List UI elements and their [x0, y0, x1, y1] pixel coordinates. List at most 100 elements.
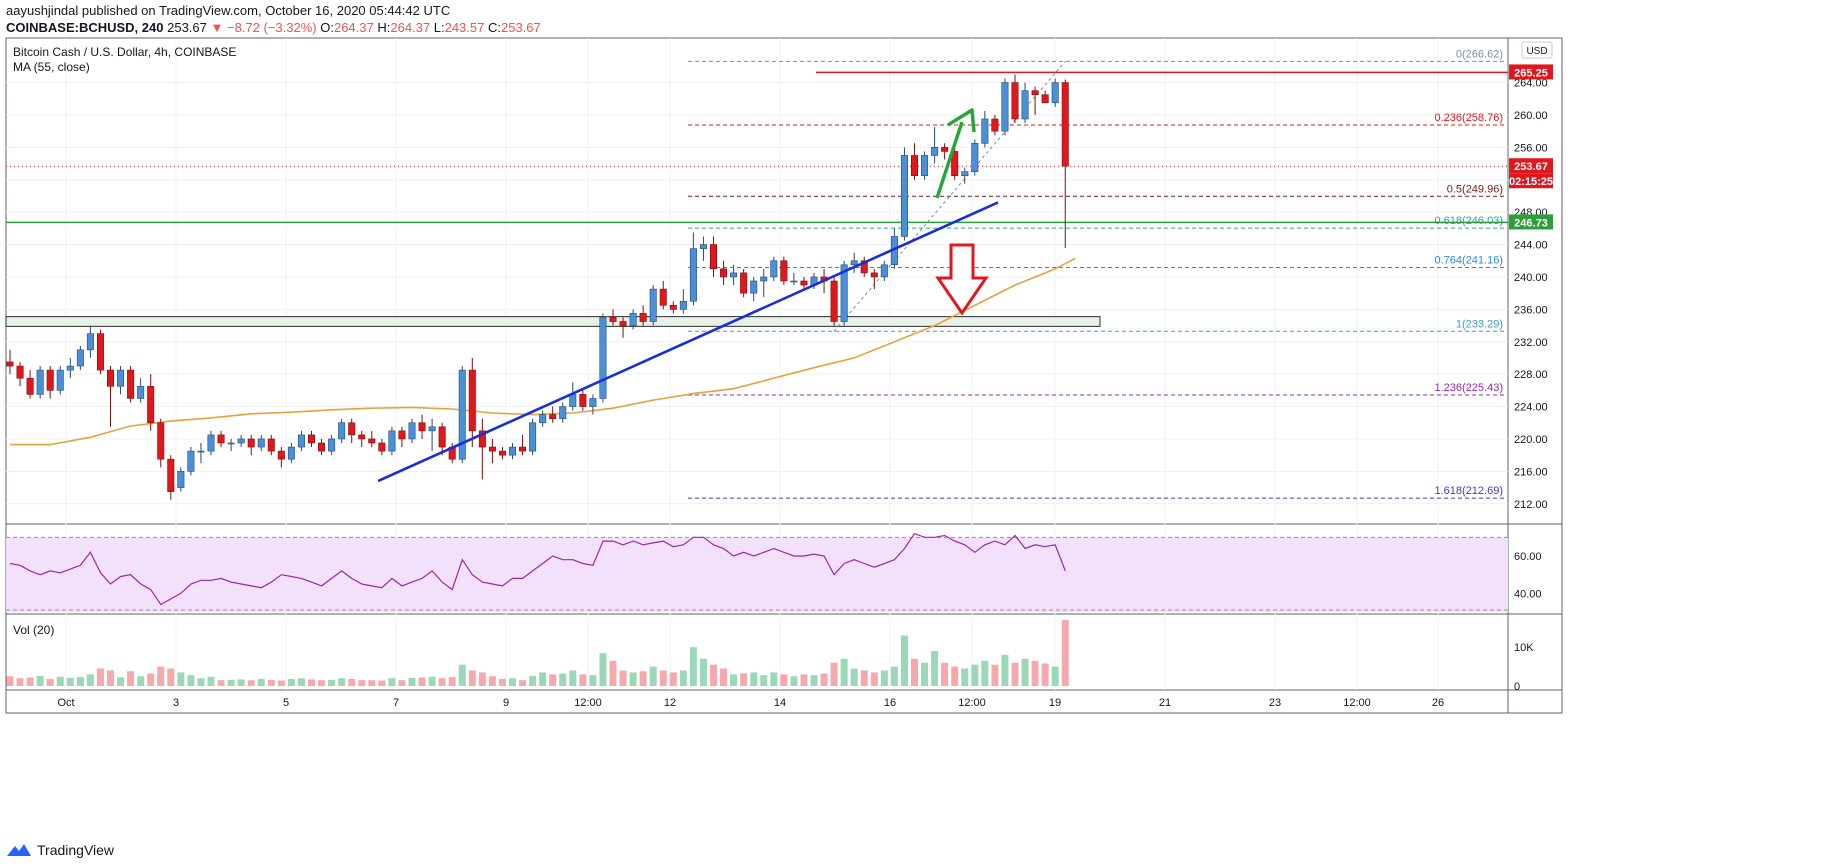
candle-body: [589, 398, 597, 407]
candle-body: [981, 118, 989, 144]
volume-bar: [398, 680, 406, 686]
candle-body: [217, 434, 225, 444]
volume-bar: [740, 673, 748, 686]
candle-body: [348, 422, 356, 436]
volume-bar: [730, 674, 738, 686]
x-tick-label: 9: [503, 697, 509, 709]
volume-bar: [1021, 658, 1029, 686]
volume-bar: [1001, 654, 1009, 686]
low-value: 243.57: [444, 20, 485, 35]
open-label: O:: [320, 20, 334, 35]
volume-bar: [287, 679, 295, 686]
volume-bar: [509, 678, 516, 686]
volume-bar: [66, 677, 74, 686]
candle-body: [197, 450, 205, 453]
y-tick-label: 216.00: [1514, 466, 1548, 478]
volume-bar: [36, 675, 44, 686]
volume-bar: [689, 647, 697, 686]
volume-bar: [408, 677, 416, 686]
candle-body: [277, 450, 285, 460]
volume-bar: [559, 673, 567, 686]
fib-level-label: 0.764(241.16): [1435, 255, 1504, 267]
volume-bar: [197, 678, 205, 686]
candle-body: [307, 434, 315, 444]
candle-body: [66, 365, 74, 371]
candle-body: [257, 438, 265, 448]
candle-body: [649, 288, 657, 322]
x-tick-label: 5: [283, 697, 289, 709]
volume-bar: [639, 671, 647, 686]
volume-bar: [86, 674, 94, 686]
volume-bar: [579, 674, 587, 686]
up-arrow-icon: [935, 108, 976, 199]
candle-body: [1021, 90, 1029, 120]
volume-bar: [157, 666, 165, 686]
ma-legend: MA (55, close): [13, 60, 90, 74]
candle-body: [599, 317, 607, 399]
candle-body: [488, 446, 496, 452]
volume-bar: [991, 664, 999, 686]
price-tag-label: 265.25: [1514, 67, 1548, 79]
candle-body: [850, 260, 858, 266]
candle-body: [428, 426, 436, 432]
volume-bar: [368, 680, 376, 686]
volume-bar: [720, 668, 728, 686]
x-tick-label: 12:00: [574, 697, 602, 709]
candle-body: [770, 260, 778, 278]
candle-body: [760, 276, 768, 282]
volume-bar: [810, 675, 818, 686]
price-tag-label: 246.73: [1514, 217, 1548, 229]
candle-body: [961, 171, 969, 176]
volume-bar: [619, 670, 627, 686]
candle-body: [96, 333, 104, 371]
support-zone: [5, 316, 1101, 327]
volume-bar: [931, 651, 939, 686]
price-tag: [1509, 214, 1553, 230]
volume-bar: [549, 674, 557, 686]
price-tag-label: 253.67: [1514, 161, 1548, 173]
volume-bar: [16, 678, 24, 686]
volume-bar: [589, 675, 597, 686]
high-label: H:: [377, 20, 391, 35]
volume-bar: [820, 673, 828, 686]
volume-bar: [297, 678, 305, 686]
candle-body: [157, 422, 165, 460]
fib-level-label: 0.236(258.76): [1435, 112, 1504, 124]
candle-body: [187, 450, 195, 472]
y-tick-label: 212.00: [1514, 499, 1548, 511]
candle-body: [921, 155, 929, 176]
volume-bar: [760, 675, 768, 686]
volume-bar: [448, 677, 456, 686]
volume-bar: [519, 680, 527, 686]
volume-bar: [127, 671, 135, 686]
volume-bar: [569, 670, 577, 686]
volume-bar: [1051, 666, 1059, 686]
price-change: ▼ −8.72 (−3.32%): [210, 20, 317, 35]
volume-bar: [378, 680, 386, 686]
volume-bar: [438, 678, 446, 686]
candle-body: [247, 438, 255, 448]
candle-body: [629, 313, 637, 326]
volume-bar: [539, 672, 547, 686]
volume-bar: [167, 668, 175, 686]
close-label: C:: [487, 20, 501, 35]
close-value: 253.67: [500, 20, 541, 35]
candle-body: [297, 434, 305, 448]
y-tick-label: 232.00: [1514, 337, 1548, 349]
candle-body: [1041, 94, 1049, 104]
candle-body: [519, 446, 527, 452]
candle-body: [36, 369, 44, 395]
candle-body: [76, 349, 84, 367]
fib-level-label: 0.5(249.96): [1447, 183, 1503, 195]
volume-bar: [308, 679, 315, 686]
fib-level-label: 1.618(212.69): [1435, 485, 1504, 497]
y-tick-label: 256.00: [1514, 142, 1548, 154]
candle-body: [458, 369, 466, 460]
volume-bar: [227, 679, 235, 686]
volume-bar: [840, 658, 848, 686]
candle-body: [569, 394, 577, 407]
y-tick-label: 244.00: [1514, 240, 1548, 252]
volume-bar: [800, 674, 808, 686]
